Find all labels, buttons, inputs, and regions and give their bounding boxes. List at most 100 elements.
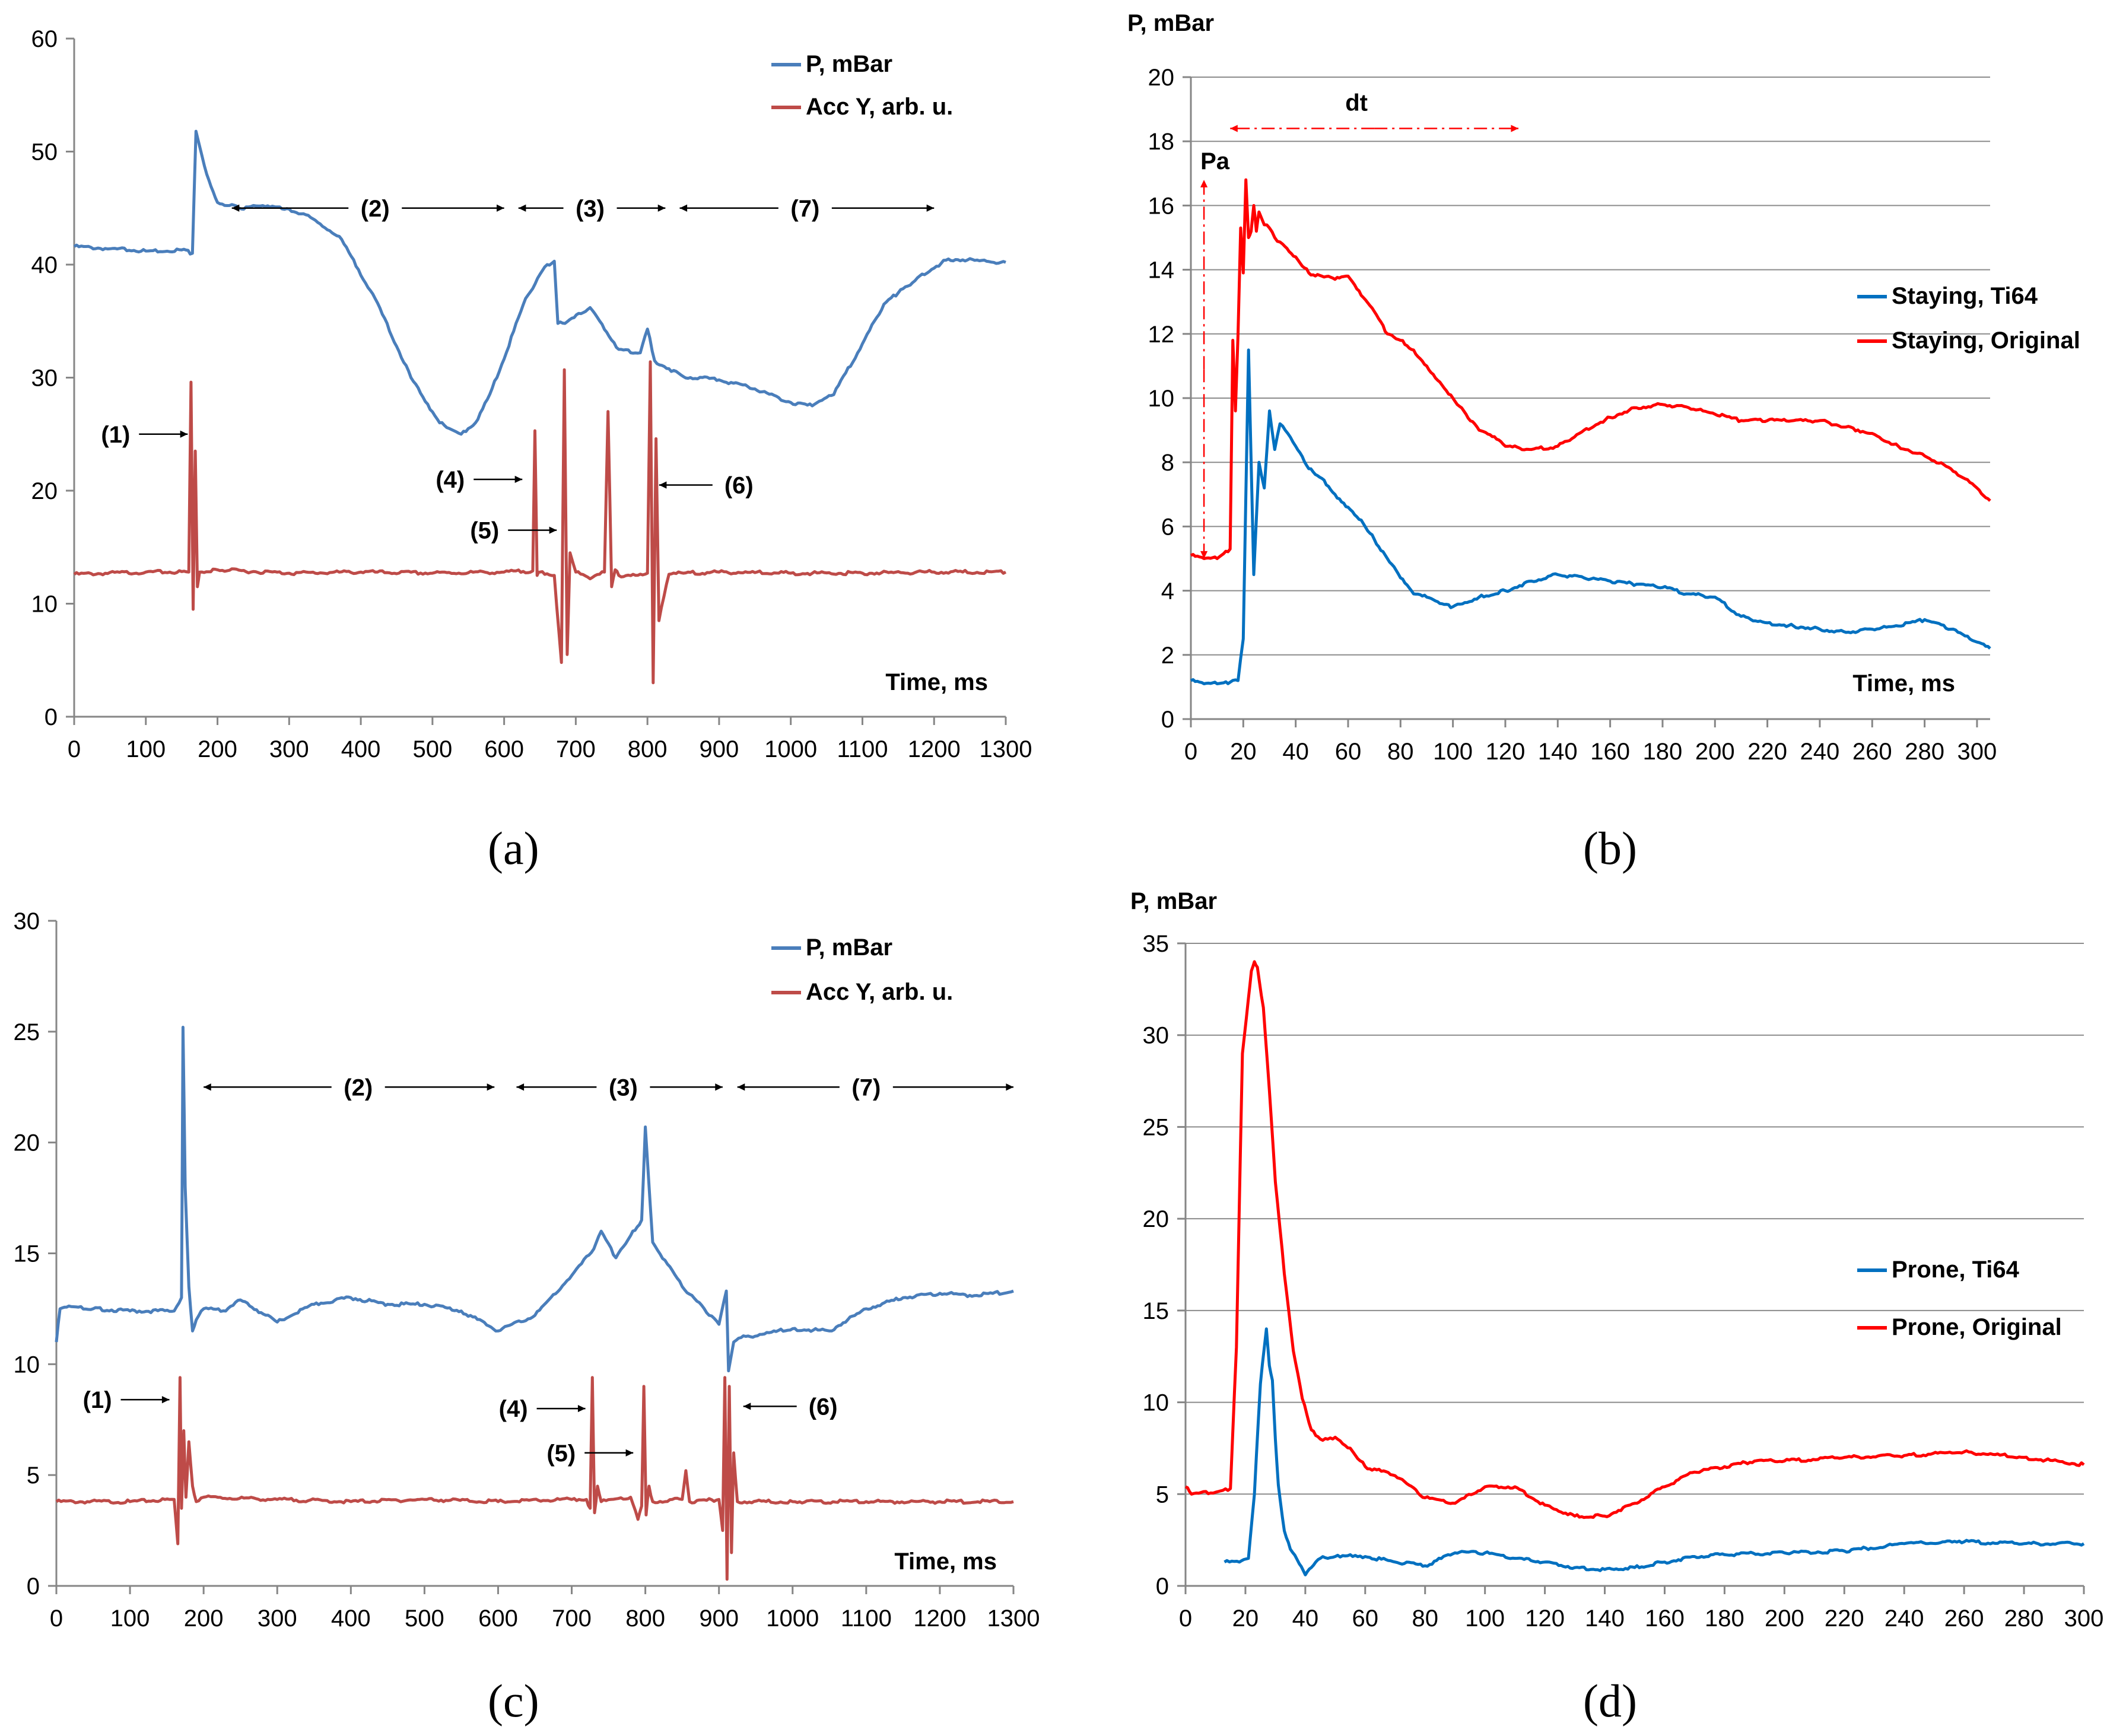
legend-label-1: Staying, Ti64 — [1892, 283, 2038, 309]
x-tick-label: 200 — [1695, 739, 1735, 765]
annotation-pointer-head — [743, 1403, 751, 1410]
x-tick-label: 120 — [1486, 739, 1526, 765]
chart-panel-d: 0 5 10 15 20 25 30 35 0 20 40 60 80 100 120 140 160 180 20… — [1130, 888, 2103, 1632]
x-tick-label: 100 — [126, 736, 166, 762]
annotation-arrow-right-head — [715, 1083, 723, 1091]
series-line-1 — [1224, 1327, 2085, 1576]
x-tick-label: 220 — [1825, 1605, 1864, 1632]
annotation-arrow-left-head — [518, 204, 526, 212]
x-tick-label: 160 — [1590, 739, 1630, 765]
annotation-label: (6) — [724, 472, 754, 498]
x-tick-label: 0 — [1184, 739, 1197, 765]
y-tick-label: 6 — [1161, 514, 1174, 540]
x-tick-label: 300 — [258, 1605, 297, 1632]
y-tick-label: 25 — [1143, 1114, 1170, 1140]
annotation-arrow-right-head — [1006, 1083, 1013, 1091]
x-tick-label: 400 — [341, 736, 381, 762]
pa-arrow-down-head — [1200, 551, 1208, 559]
annotation-label: (2) — [344, 1074, 373, 1101]
x-tick-label: 140 — [1538, 739, 1578, 765]
x-tick-label: 100 — [1465, 1605, 1505, 1632]
annotation-label: (5) — [470, 518, 499, 544]
legend-label-2: Acc Y, arb. u. — [806, 979, 953, 1005]
y-axis-label: P, mBar — [1127, 10, 1214, 36]
legend-label-2: Staying, Original — [1892, 328, 2080, 354]
x-tick-label: 1100 — [837, 736, 888, 762]
y-tick-label: 60 — [31, 26, 58, 52]
x-tick-label: 1300 — [987, 1605, 1040, 1632]
y-tick-label: 4 — [1161, 578, 1174, 605]
x-tick-label: 1200 — [913, 1605, 966, 1632]
x-tick-label: 80 — [1412, 1605, 1438, 1632]
x-tick-label: 600 — [484, 736, 524, 762]
x-tick-label: 400 — [331, 1605, 371, 1632]
annotation-label: (5) — [546, 1441, 576, 1467]
x-axis-label: Time, ms — [885, 669, 988, 695]
x-tick-label: 200 — [1765, 1605, 1804, 1632]
x-tick-label: 180 — [1705, 1605, 1744, 1632]
x-tick-label: 1000 — [766, 1605, 819, 1632]
y-tick-label: 0 — [1156, 1573, 1169, 1600]
panel-label-d: (d) — [1583, 1675, 1637, 1727]
panel-label-a: (a) — [488, 822, 539, 874]
y-tick-label: 5 — [1156, 1481, 1169, 1508]
x-tick-label: 60 — [1335, 739, 1362, 765]
y-tick-label: 0 — [45, 704, 58, 730]
x-tick-label: 40 — [1282, 739, 1309, 765]
x-tick-label: 600 — [478, 1605, 518, 1632]
x-tick-label: 80 — [1387, 739, 1414, 765]
y-tick-label: 50 — [31, 139, 58, 166]
y-tick-label: 0 — [27, 1573, 40, 1600]
x-tick-label: 700 — [556, 736, 596, 762]
x-tick-label: 1100 — [841, 1605, 892, 1632]
x-tick-label: 300 — [269, 736, 309, 762]
x-tick-label: 160 — [1645, 1605, 1685, 1632]
legend-label-1: P, mBar — [806, 51, 892, 77]
x-tick-label: 1300 — [980, 736, 1032, 762]
annotation-label: dt — [1345, 90, 1368, 116]
series-line-1 — [55, 1025, 1014, 1372]
x-axis-label: Time, ms — [894, 1549, 997, 1575]
legend-label-1: P, mBar — [806, 934, 892, 961]
annotation-arrow-left-head — [679, 204, 688, 212]
y-tick-label: 20 — [1143, 1206, 1170, 1232]
y-tick-label: 16 — [1148, 193, 1175, 219]
x-tick-label: 800 — [628, 736, 668, 762]
x-tick-label: 20 — [1232, 1605, 1259, 1632]
x-tick-label: 40 — [1292, 1605, 1319, 1632]
x-tick-label: 300 — [1957, 739, 1997, 765]
panel-label-c: (c) — [488, 1675, 539, 1727]
annotation-pointer-head — [180, 430, 188, 438]
legend-label-1: Prone, Ti64 — [1892, 1257, 2020, 1283]
y-tick-label: 10 — [31, 592, 58, 618]
x-tick-label: 0 — [1179, 1605, 1192, 1632]
annotation-pointer-head — [625, 1449, 634, 1457]
y-tick-label: 30 — [31, 365, 58, 392]
x-tick-label: 500 — [412, 736, 452, 762]
dt-arrow-left-head — [1230, 125, 1238, 132]
y-tick-label: 10 — [14, 1352, 40, 1378]
series-line-1 — [73, 129, 1006, 436]
y-tick-label: 8 — [1161, 450, 1174, 476]
annotation-label: (3) — [576, 196, 605, 222]
y-tick-label: 15 — [1143, 1298, 1170, 1324]
x-tick-label: 180 — [1643, 739, 1683, 765]
x-tick-label: 1000 — [764, 736, 817, 762]
dt-arrow-right-head — [1511, 125, 1519, 132]
x-tick-label: 1200 — [908, 736, 961, 762]
y-tick-label: 25 — [14, 1019, 40, 1045]
x-tick-label: 0 — [50, 1605, 63, 1632]
x-tick-label: 800 — [625, 1605, 665, 1632]
x-tick-label: 100 — [1433, 739, 1473, 765]
panel-label-b: (b) — [1583, 822, 1637, 874]
y-tick-label: 20 — [1148, 65, 1175, 91]
x-tick-label: 700 — [552, 1605, 592, 1632]
x-tick-label: 120 — [1525, 1605, 1565, 1632]
y-tick-label: 15 — [14, 1241, 40, 1267]
y-axis-label: P, mBar — [1130, 888, 1217, 914]
series-line-2 — [55, 1376, 1014, 1581]
y-tick-label: 18 — [1148, 129, 1175, 155]
